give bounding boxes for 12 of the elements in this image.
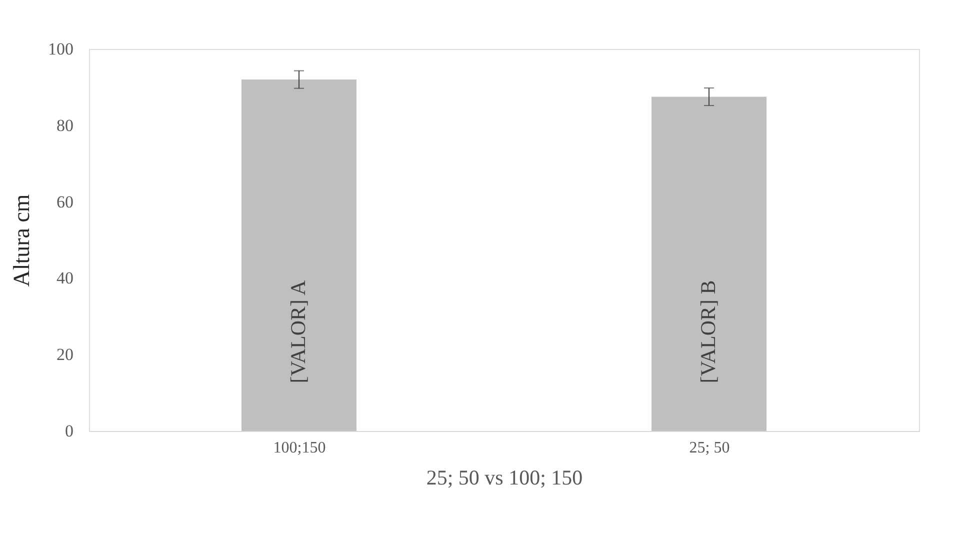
data-label: [VALOR] B [696,280,720,384]
y-tick-label: 60 [56,192,74,212]
y-tick-label: 40 [56,268,74,288]
y-tick-label: 0 [65,422,74,440]
x-axis-title: 25; 50 vs 100; 150 [426,466,583,490]
y-tick-label: 80 [56,116,74,135]
y-tick-label: 100 [48,40,74,58]
x-tick-label: 100;150 [273,440,326,456]
data-label: [VALOR] A [286,279,310,384]
y-axis-title: Altura cm [9,194,34,287]
y-tick-label: 20 [56,345,74,364]
x-tick-label: 25; 50 [689,440,730,456]
